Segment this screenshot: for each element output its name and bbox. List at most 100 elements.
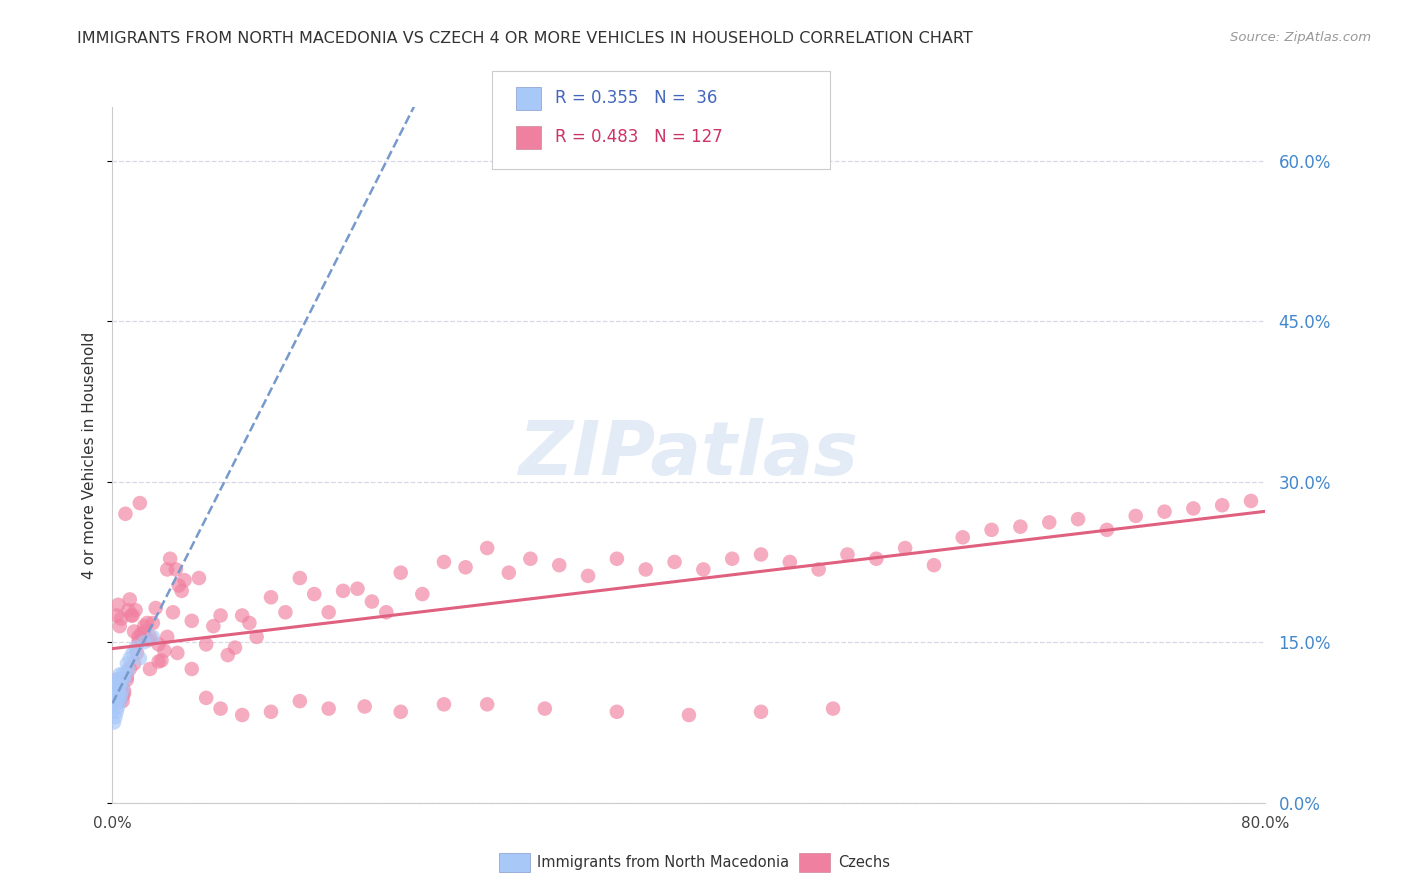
Point (389, 566, 412, 580)
Point (128, 651, 150, 665)
Point (107, 683, 129, 698)
Point (121, 646, 143, 660)
Point (121, 608, 143, 623)
Point (837, 548, 859, 562)
Point (1355, 512, 1378, 526)
Point (195, 637, 218, 651)
Point (389, 705, 412, 719)
Point (104, 710, 127, 724)
Point (111, 689, 134, 703)
Point (114, 507, 136, 521)
Point (360, 594, 382, 608)
Text: Source: ZipAtlas.com: Source: ZipAtlas.com (1230, 31, 1371, 45)
Point (105, 678, 128, 692)
Point (692, 562, 714, 576)
Point (118, 592, 141, 607)
Text: Immigrants from North Macedonia: Immigrants from North Macedonia (537, 855, 789, 870)
Point (104, 694, 127, 708)
Point (894, 541, 917, 555)
Point (288, 694, 311, 708)
Point (127, 635, 149, 649)
Point (156, 562, 179, 576)
Point (1298, 501, 1320, 516)
Point (173, 573, 195, 587)
Point (104, 689, 127, 703)
Text: ZIPatlas: ZIPatlas (519, 418, 859, 491)
Point (411, 587, 433, 601)
Point (103, 689, 125, 703)
Point (118, 662, 141, 676)
Point (108, 694, 131, 708)
Point (105, 673, 128, 687)
Point (865, 551, 887, 566)
Point (1362, 519, 1385, 533)
Point (475, 541, 498, 555)
Point (103, 694, 125, 708)
Point (101, 699, 124, 714)
Point (1369, 533, 1392, 548)
Point (103, 683, 125, 698)
Point (238, 615, 260, 630)
Point (104, 673, 127, 687)
Point (112, 673, 135, 687)
Point (375, 605, 398, 619)
Point (180, 662, 202, 676)
Point (107, 673, 129, 687)
Point (111, 694, 134, 708)
Point (105, 608, 128, 623)
Point (519, 551, 541, 566)
Point (115, 673, 138, 687)
Point (159, 551, 181, 566)
Point (139, 662, 162, 676)
Point (103, 715, 125, 730)
Point (115, 657, 138, 671)
Point (107, 689, 129, 703)
Point (980, 523, 1002, 537)
Point (105, 689, 128, 703)
Point (162, 605, 184, 619)
Point (105, 705, 128, 719)
Point (129, 626, 153, 640)
Point (288, 571, 311, 585)
Point (454, 560, 477, 574)
Point (1268, 491, 1291, 505)
Point (122, 657, 145, 671)
Point (749, 705, 772, 719)
Point (346, 582, 368, 596)
Point (231, 608, 253, 623)
Point (148, 637, 170, 651)
Point (1376, 137, 1399, 152)
Point (138, 633, 160, 648)
Point (1240, 494, 1263, 508)
Point (107, 598, 129, 612)
Point (475, 698, 498, 712)
Point (1010, 519, 1032, 533)
Point (124, 640, 146, 655)
Point (807, 562, 830, 576)
Point (104, 689, 127, 703)
Point (209, 701, 232, 715)
Point (274, 605, 297, 619)
Point (112, 683, 135, 698)
Point (118, 651, 141, 665)
Point (231, 708, 253, 723)
Point (107, 699, 129, 714)
Point (136, 615, 159, 630)
Point (166, 646, 188, 660)
Text: Czechs: Czechs (838, 855, 890, 870)
Point (127, 630, 149, 644)
Point (433, 698, 456, 712)
Point (318, 701, 340, 715)
Point (533, 701, 555, 715)
Point (111, 667, 134, 681)
Text: IMMIGRANTS FROM NORTH MACEDONIA VS CZECH 4 OR MORE VEHICLES IN HOUSEHOLD CORRELA: IMMIGRANTS FROM NORTH MACEDONIA VS CZECH… (77, 31, 973, 46)
Point (134, 635, 156, 649)
Point (304, 587, 326, 601)
Point (721, 551, 744, 566)
Point (180, 614, 202, 628)
Point (1038, 516, 1060, 530)
Point (952, 530, 974, 544)
Point (124, 603, 146, 617)
Point (260, 591, 283, 605)
Point (1326, 487, 1348, 501)
